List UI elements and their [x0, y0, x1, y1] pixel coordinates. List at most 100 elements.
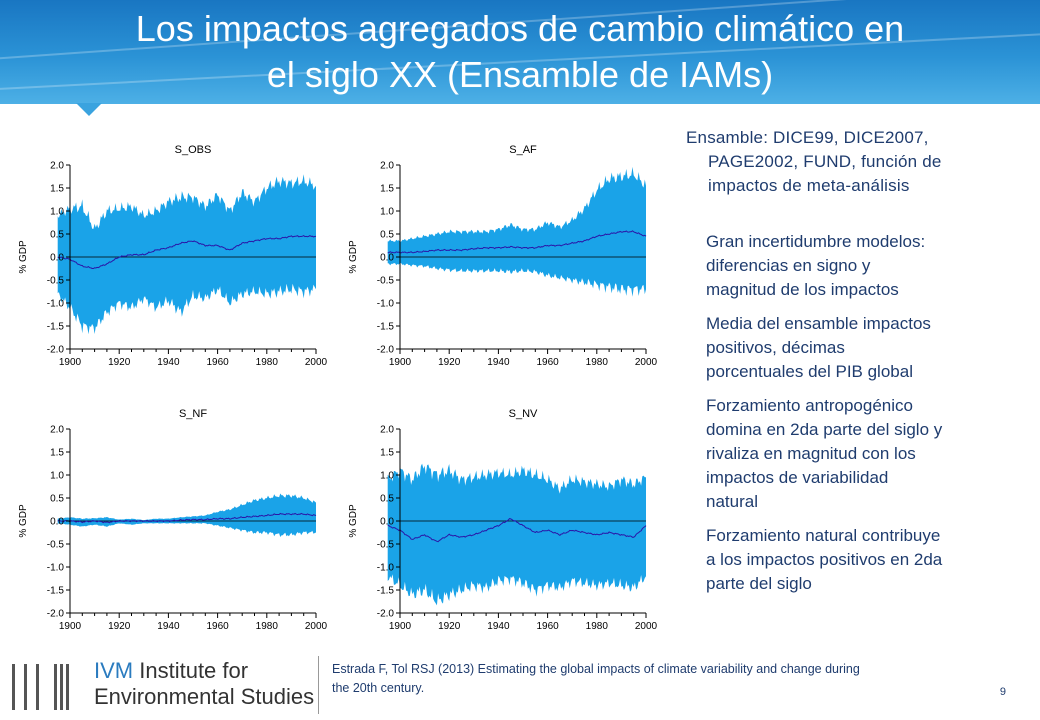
ivm-logo-text: IVM Institute for Environmental Studies [94, 658, 314, 710]
y-tick-label: -2.0 [377, 609, 395, 620]
chart-title: S_AF [509, 144, 537, 156]
x-tick-label: 2000 [635, 621, 658, 632]
y-axis-label: % GDP [18, 504, 29, 538]
x-tick-label: 1980 [256, 621, 279, 632]
finding-item: Forzamiento natural contribuye a los imp… [706, 524, 1016, 596]
chart-panel-s-nv: S_NV % GDP 2.0 1.5 1.0 0.5 0.0 -0.5 -1.0 -1.5 -2.0… [344, 402, 664, 638]
finding-line: domina en 2da parte del siglo y [706, 420, 943, 439]
chart-svg: S_NV % GDP 2.0 1.5 1.0 0.5 0.0 -0.5 -1.0 -1.5 -2.0… [348, 408, 658, 632]
y-tick-label: -0.5 [377, 540, 395, 551]
y-tick-label: 2.0 [50, 425, 64, 436]
x-tick-label: 2000 [635, 357, 658, 368]
citation-line: the 20th century. [332, 681, 425, 695]
y-tick-label: 1.0 [50, 471, 64, 482]
y-tick-label: 2.0 [380, 425, 394, 436]
uncertainty-band [387, 463, 646, 606]
finding-line: impactos de variabilidad [706, 468, 889, 487]
finding-item: Media del ensamble impactos positivos, d… [706, 312, 1016, 384]
y-tick-label: -1.5 [47, 322, 65, 333]
ensemble-line: PAGE2002, FUND, función de [708, 152, 942, 171]
y-tick-label: -1.0 [377, 563, 395, 574]
y-tick-label: 0.5 [50, 494, 64, 505]
y-tick-label: 1.0 [380, 471, 394, 482]
y-tick-label: -2.0 [47, 609, 65, 620]
ivm-logo-icon [12, 664, 69, 710]
x-tick-label: 1960 [206, 357, 229, 368]
x-tick-label: 1960 [536, 357, 559, 368]
chart-panel-s-nf: S_NF % GDP 2.0 1.5 1.0 0.5 0.0 -0.5 -1.0 -1.5 -2.0… [14, 402, 334, 638]
finding-line: porcentuales del PIB global [706, 362, 913, 381]
y-tick-label: -0.5 [47, 276, 65, 287]
ensemble-description: Ensamble: DICE99, DICE2007, PAGE2002, FU… [686, 126, 1016, 198]
y-axis-label: % GDP [348, 240, 359, 274]
y-tick-label: 0.0 [380, 517, 394, 528]
finding-line: Forzamiento antropogénico [706, 396, 913, 415]
y-tick-label: -1.5 [377, 322, 395, 333]
x-tick-label: 1920 [108, 621, 131, 632]
finding-line: a los impactos positivos en 2da [706, 550, 943, 569]
uncertainty-band [57, 174, 316, 335]
x-tick-label: 2000 [305, 621, 328, 632]
finding-item: Forzamiento antropogénico domina en 2da … [706, 394, 1016, 514]
x-tick-label: 1980 [256, 357, 279, 368]
y-tick-label: 2.0 [50, 161, 64, 172]
slide-title-line: Los impactos agregados de cambio climáti… [135, 8, 905, 49]
x-tick-label: 1900 [389, 621, 412, 632]
logo-ivm: IVM [94, 658, 134, 683]
x-tick-label: 1920 [438, 621, 461, 632]
y-tick-label: -1.0 [47, 563, 65, 574]
page-number: 9 [999, 686, 1006, 698]
chart-title: S_OBS [175, 144, 212, 156]
x-tick-label: 1940 [157, 621, 180, 632]
uncertainty-band [387, 166, 646, 297]
finding-line: parte del siglo [706, 574, 812, 593]
citation-line: Estrada F, Tol RSJ (2013) Estimating the… [332, 662, 860, 676]
y-tick-label: 0.5 [380, 230, 394, 241]
y-tick-label: -2.0 [47, 345, 65, 356]
x-tick-label: 1960 [206, 621, 229, 632]
y-tick-label: -0.5 [47, 540, 65, 551]
y-tick-label: 0.0 [50, 517, 64, 528]
uncertainty-band [57, 493, 316, 537]
ensemble-mean-line [387, 230, 647, 254]
y-tick-label: 0.5 [50, 230, 64, 241]
citation: Estrada F, Tol RSJ (2013) Estimating the… [332, 660, 1022, 698]
ensemble-mean-line [387, 518, 647, 543]
slide-title: Los impactos agregados de cambio climáti… [40, 6, 1000, 98]
chart-svg: S_NF % GDP 2.0 1.5 1.0 0.5 0.0 -0.5 -1.0 -1.5 -2.0… [18, 408, 328, 632]
finding-line: rivaliza en magnitud con los [706, 444, 916, 463]
y-tick-label: 1.0 [50, 207, 64, 218]
y-tick-label: 0.5 [380, 494, 394, 505]
ensemble-mean-line [57, 235, 317, 269]
y-tick-label: -2.0 [377, 345, 395, 356]
y-tick-label: 1.5 [380, 184, 394, 195]
x-tick-label: 1980 [586, 357, 609, 368]
finding-line: diferencias en signo y [706, 256, 871, 275]
y-axis-label: % GDP [18, 240, 29, 274]
finding-item: Gran incertidumbre modelos: diferencias … [706, 230, 1016, 302]
chart-panel-s-obs: S_OBS % GDP 2.0 1.5 1.0 0.5 0.0 -0.5 -1.0 -1.5 -2.… [14, 138, 334, 374]
ensemble-mean-line [57, 512, 317, 524]
finding-line: positivos, décimas [706, 338, 845, 357]
x-tick-label: 1900 [59, 621, 82, 632]
chart-svg: S_AF % GDP 2.0 1.5 1.0 0.5 0.0 -0.5 -1.0 -1.5 -2.0… [348, 144, 658, 368]
chart-title: S_NF [179, 408, 207, 420]
x-tick-label: 1940 [487, 621, 510, 632]
finding-line: Media del ensamble impactos [706, 314, 931, 333]
y-axis-label: % GDP [348, 504, 359, 538]
y-tick-label: 1.5 [50, 184, 64, 195]
chart-svg: S_OBS % GDP 2.0 1.5 1.0 0.5 0.0 -0.5 -1.0 -1.5 -2.… [18, 144, 328, 368]
x-tick-label: 1980 [586, 621, 609, 632]
y-tick-label: -1.5 [47, 586, 65, 597]
finding-line: Gran incertidumbre modelos: [706, 232, 926, 251]
y-tick-label: 1.0 [380, 207, 394, 218]
y-tick-label: -1.0 [377, 299, 395, 310]
slide-footer: IVM Institute for Environmental Studies … [0, 650, 1040, 720]
y-tick-label: 0.0 [50, 253, 64, 264]
finding-line: Forzamiento natural contribuye [706, 526, 941, 545]
ensemble-line: impactos de meta-análisis [708, 176, 910, 195]
chart-title: S_NV [509, 408, 538, 420]
ensemble-line: Ensamble: DICE99, DICE2007, [686, 128, 929, 147]
y-tick-label: 2.0 [380, 161, 394, 172]
x-tick-label: 1920 [438, 357, 461, 368]
